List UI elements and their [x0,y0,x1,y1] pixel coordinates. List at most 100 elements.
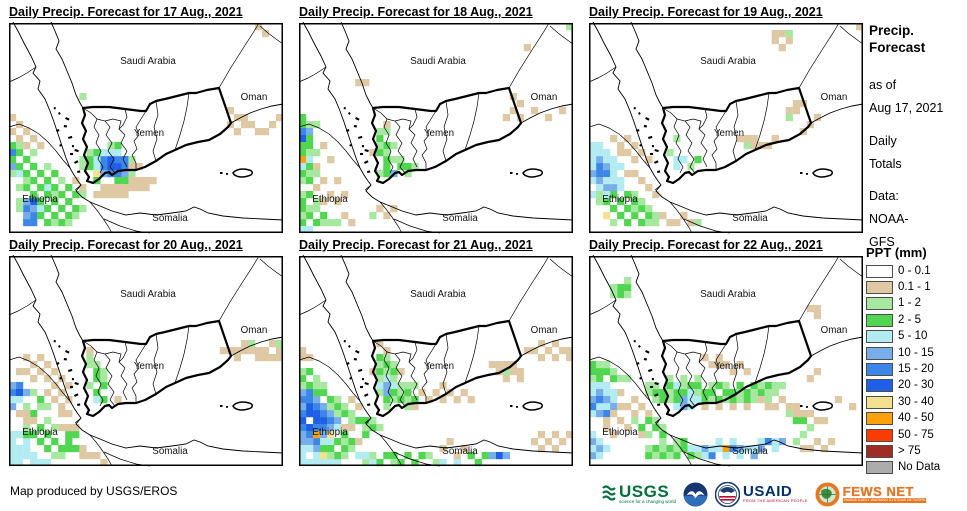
usaid-logo: USAID FROM THE AMERICAN PEOPLE [715,481,808,507]
precip-pixel [261,30,270,38]
coastline [630,255,664,342]
precip-pixel [792,417,800,425]
precip-pixel [397,368,405,376]
forecast-map: Saudi Arabia Oman Yemen Ethiopia Somalia [298,255,574,467]
precip-pixel [114,170,122,178]
precip-pixel [313,452,321,460]
island [638,112,641,115]
precip-pixel [729,396,737,404]
precip-pixel [729,403,737,411]
precip-pixel [495,361,503,369]
precip-pixel [341,212,349,220]
precip-pixel [537,354,546,362]
island [649,385,654,389]
admin-boundary [104,351,128,401]
precip-pixel [566,347,574,355]
precip-pixel [806,305,814,313]
precip-pixel [306,163,314,171]
coastline [340,255,374,342]
precip-pixel [390,382,398,390]
precip-pixel [320,389,328,397]
precip-pixel [530,107,539,115]
forecast-map: Saudi Arabia Oman Yemen Ethiopia Somalia [298,22,574,234]
precip-pixel [638,219,646,227]
precip-pixel [306,403,314,411]
precip-pixel [666,382,674,390]
precip-pixel [23,354,31,362]
country-label-somalia: Somalia [152,446,188,457]
precip-pixel [23,438,31,446]
precip-pixel [44,389,52,397]
precip-pixel [820,445,829,453]
precip-pixel [376,424,384,432]
map-frame [9,23,283,233]
precip-pixel [750,452,758,460]
precip-pixel [16,135,24,143]
precip-pixel [596,410,604,418]
island [349,144,352,147]
precip-pixel [659,431,667,439]
precip-pixel [16,382,24,390]
precip-pixel [624,149,632,157]
precip-pixel [376,149,384,157]
precip-pixel [631,156,639,164]
island [74,149,79,153]
admin-boundary [754,92,770,151]
precip-pixel [610,184,618,192]
admin-boundary [118,341,128,363]
country-border [8,356,71,402]
precip-pixel [23,205,31,213]
precip-pixel [673,219,681,227]
precip-pixel [9,114,17,122]
precip-pixel [715,361,723,369]
precip-pixel [320,452,328,460]
precip-pixel [495,452,503,460]
precip-pixel [603,424,611,432]
admin-boundary [711,343,727,403]
legend-swatch [866,363,893,377]
precip-pixel [240,114,249,122]
precip-pixel [645,431,653,439]
country-label-saudi-arabia: Saudi Arabia [120,56,176,67]
precip-pixel [624,284,632,292]
precip-pixel [226,107,234,115]
coastline [810,103,864,124]
precip-pixel [100,163,108,171]
island [516,173,518,175]
island [57,345,61,348]
precip-pixel [390,375,398,383]
precip-pixel [631,170,639,178]
precip-pixel [603,389,611,397]
country-border [379,201,403,234]
precip-pixel [51,184,59,192]
precip-pixel [411,459,419,467]
precip-pixel [624,277,632,285]
admin-boundary [96,351,116,407]
admin-boundary [676,118,696,174]
precip-pixel [23,403,31,411]
precip-pixel [86,382,94,390]
precip-pixel [72,424,80,432]
precip-pixel [687,163,695,171]
precip-pixel [390,368,398,376]
socotra-island [522,168,543,178]
precip-pixel [299,170,307,178]
precip-pixel [701,403,709,411]
precip-pixel [58,219,66,227]
precip-pixel [107,163,115,171]
precip-pixel [467,452,475,460]
precip-pixel [631,212,639,220]
island [367,170,371,174]
island [70,385,74,389]
precip-pixel [348,410,356,418]
precip-pixel [652,219,660,227]
precip-pixel [313,459,321,467]
precip-pixel [792,107,800,115]
precip-pixel [603,170,611,178]
precip-pixel [93,156,101,164]
country-label-yemen: Yemen [714,128,744,139]
precip-pixel [306,368,314,376]
precip-pixel [30,431,38,439]
precip-pixel [750,396,758,404]
precip-pixel [502,368,510,376]
